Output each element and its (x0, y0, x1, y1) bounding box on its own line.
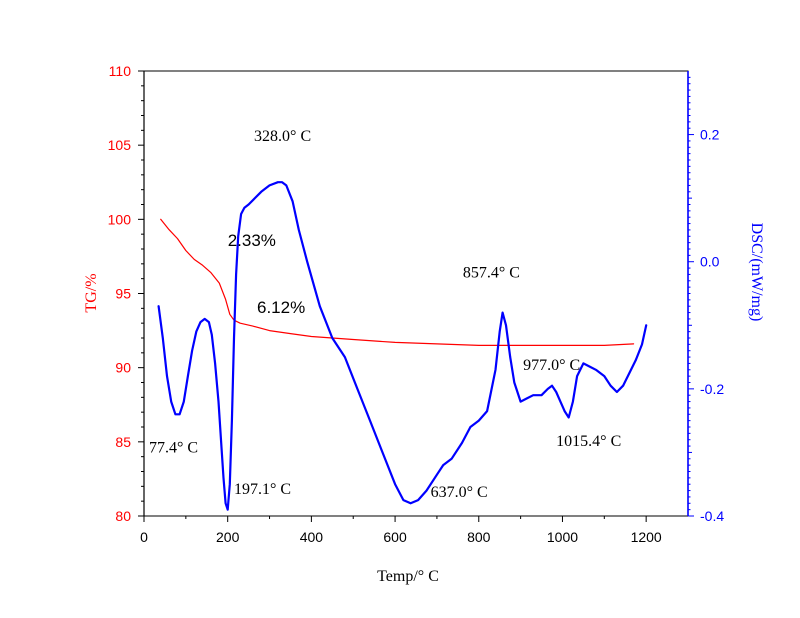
peak-annotation: 77.4° C (149, 439, 198, 456)
peak-annotation: 197.1° C (234, 481, 291, 498)
left-tick-label: 80 (115, 508, 131, 524)
annotation-layer: 2.33% 6.12% 328.0° C 857.4° C 977.0° C 1015.4… (149, 128, 621, 501)
right-y-axis-label: DSC/(mW/mg) (748, 223, 765, 322)
peak-annotation: 2.33% (228, 231, 276, 250)
series-layer (157, 181, 648, 511)
left-tick-label: 95 (115, 286, 131, 302)
right-tick-label: -0.4 (700, 508, 724, 524)
dsc-curve (157, 181, 648, 511)
x-tick-label: 0 (140, 529, 148, 545)
left-tick-label: 105 (108, 137, 132, 153)
left-y-axis: 80 85 90 95 100 105 110 (108, 63, 145, 524)
right-tick-label: 0.0 (700, 254, 720, 270)
right-tick-label: -0.2 (700, 381, 724, 397)
x-axis: 0 200 400 600 800 1000 1200 (140, 516, 662, 545)
right-y-axis: -0.4 -0.2 0.0 0.2 (687, 71, 724, 524)
x-tick-label: 400 (300, 529, 324, 545)
peak-annotation: 328.0° C (254, 128, 311, 145)
x-tick-label: 1000 (547, 529, 578, 545)
right-tick-label: 0.2 (700, 127, 720, 143)
peak-annotation: 637.0° C (431, 484, 488, 501)
x-axis-label: Temp/° C (377, 568, 439, 585)
peak-annotation: 857.4° C (463, 265, 520, 282)
tg-curve (160, 218, 635, 346)
x-tick-label: 200 (216, 529, 240, 545)
x-tick-label: 600 (383, 529, 407, 545)
left-tick-label: 85 (115, 434, 131, 450)
left-y-axis-label: TG/% (83, 273, 100, 312)
peak-annotation: 6.12% (257, 298, 305, 317)
left-tick-label: 110 (109, 63, 132, 79)
left-tick-label: 90 (115, 360, 131, 376)
peak-annotation: 977.0° C (523, 357, 580, 374)
x-tick-label: 800 (467, 529, 491, 545)
left-tick-label: 100 (108, 211, 132, 227)
peak-annotation: 1015.4° C (556, 433, 621, 450)
x-tick-label: 1200 (631, 529, 662, 545)
